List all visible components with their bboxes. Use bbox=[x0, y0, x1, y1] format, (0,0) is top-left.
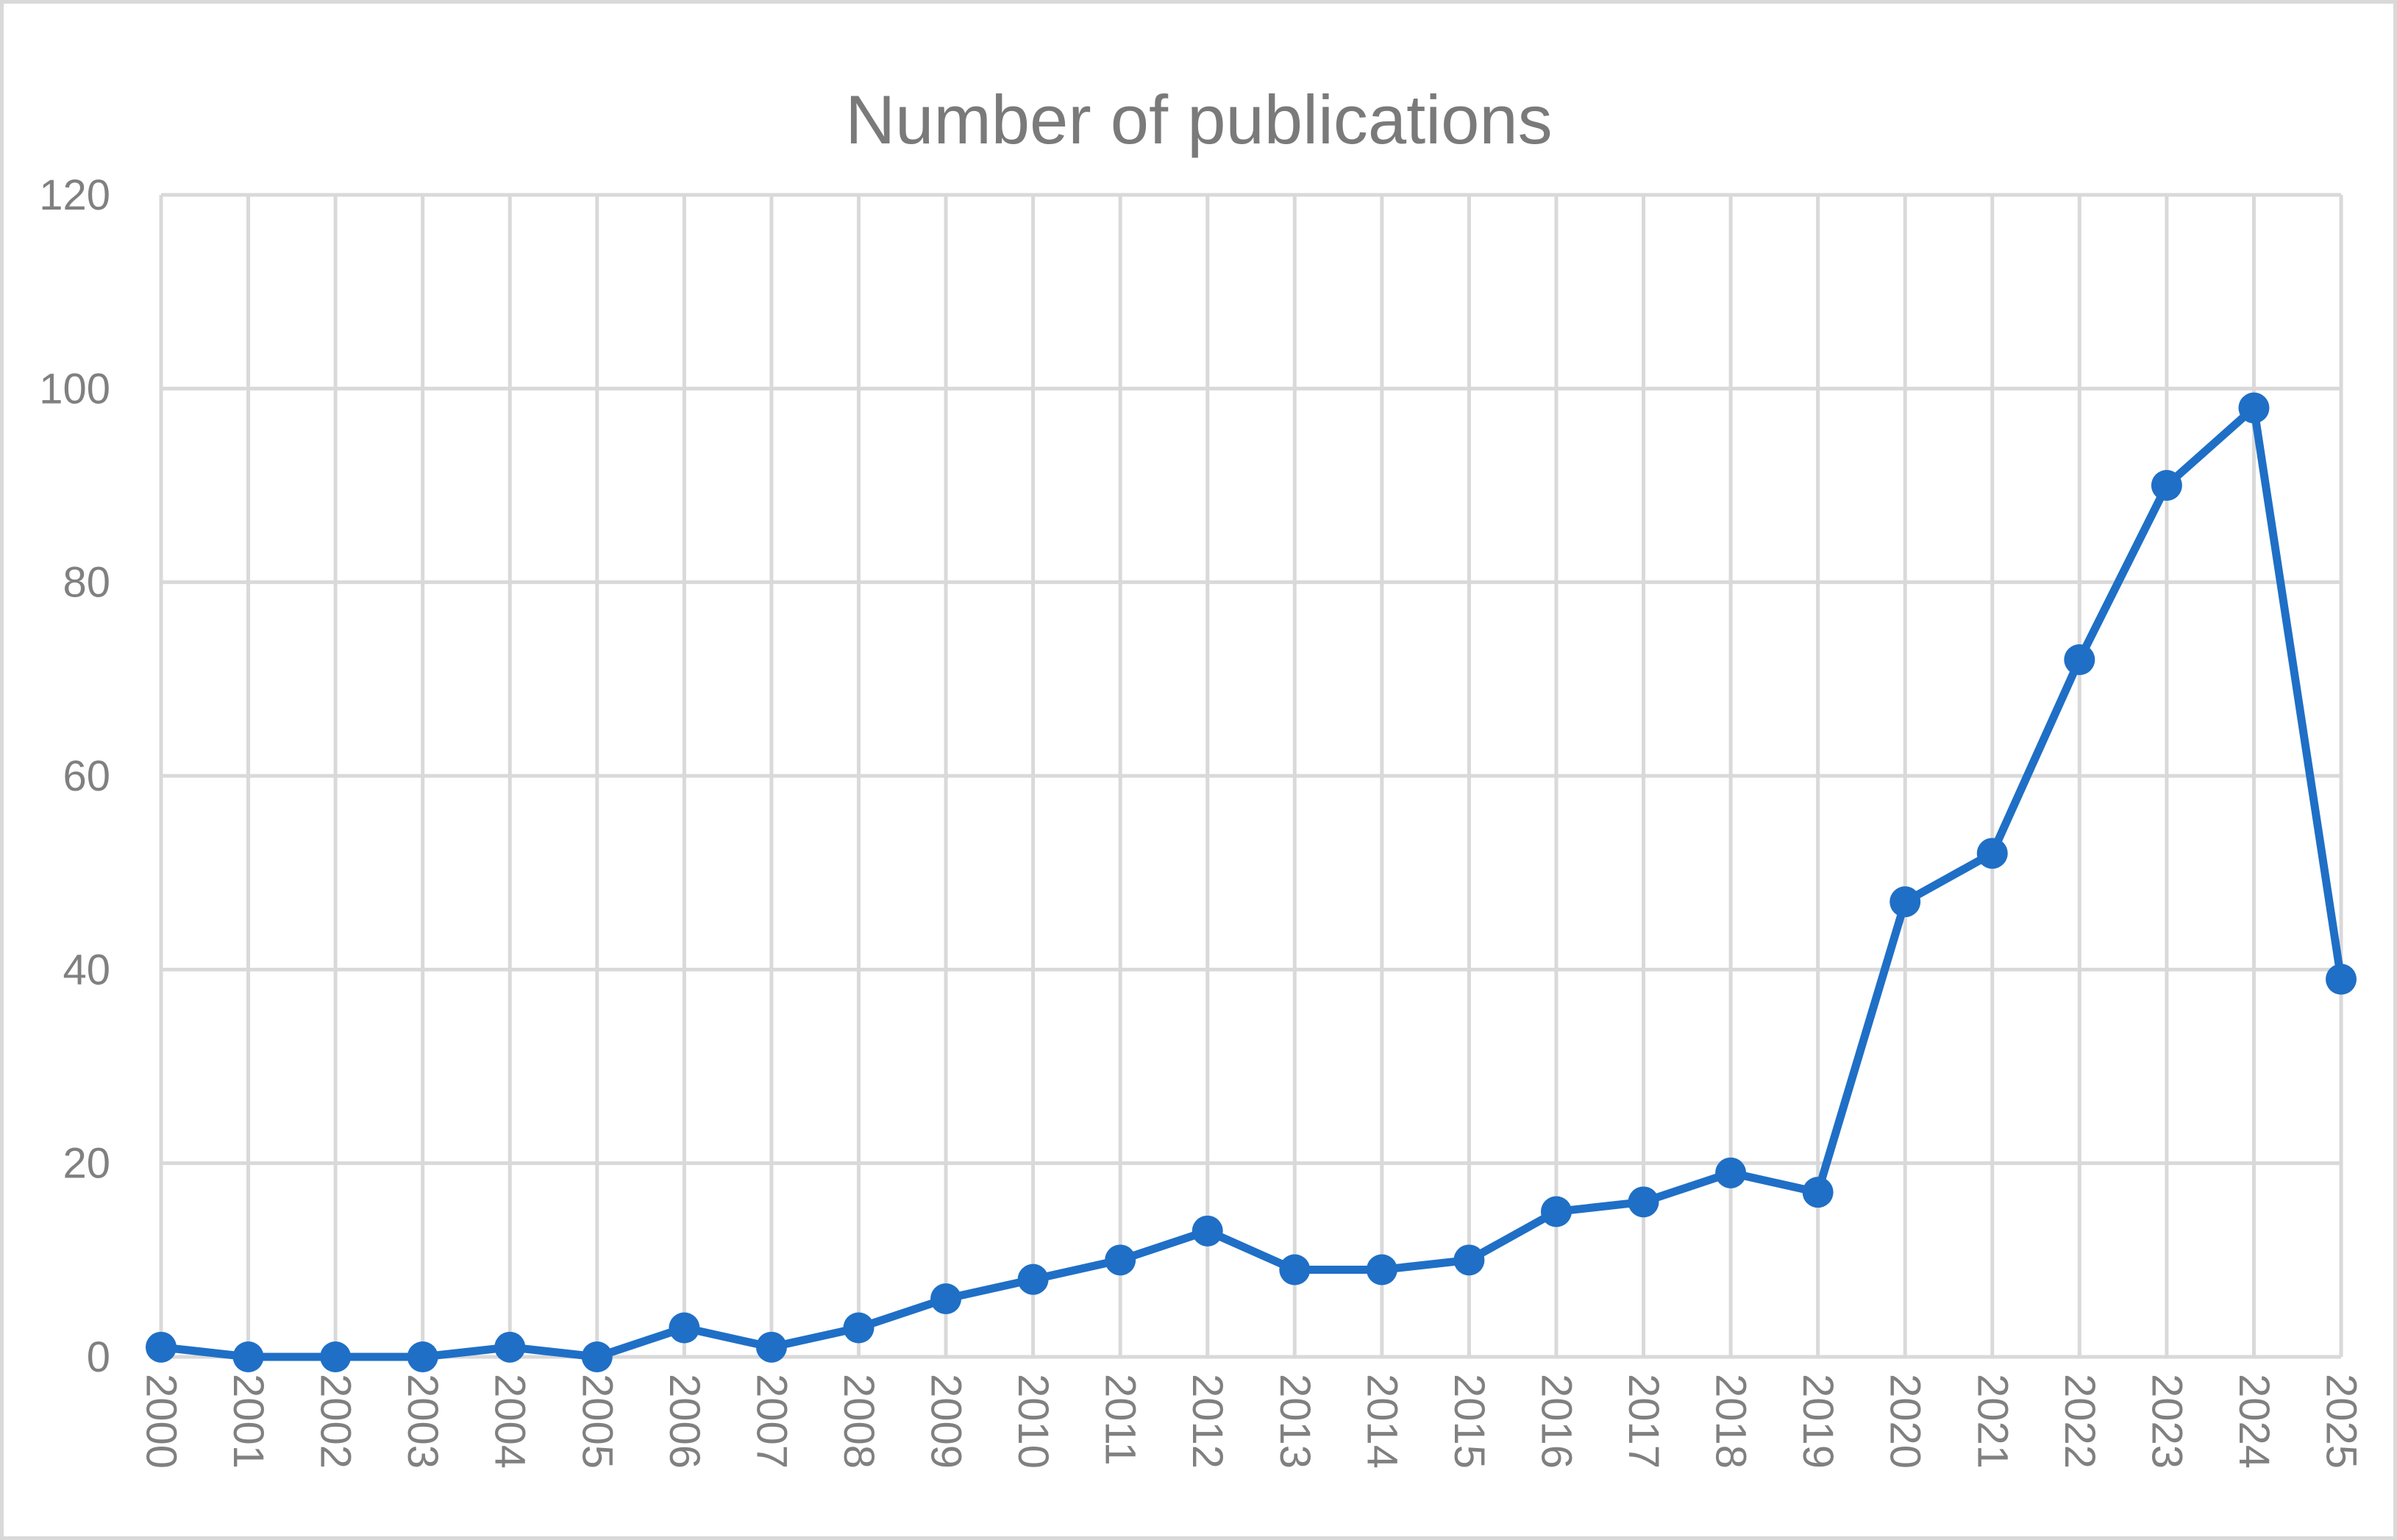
x-tick-label: 2004 bbox=[486, 1374, 534, 1469]
x-tick-label: 2024 bbox=[2230, 1374, 2278, 1469]
x-tick-label: 2016 bbox=[1532, 1374, 1580, 1469]
data-point-2024 bbox=[2238, 392, 2270, 424]
data-point-2011 bbox=[1105, 1244, 1136, 1276]
y-tick-label: 20 bbox=[63, 1140, 110, 1188]
data-point-2001 bbox=[232, 1341, 264, 1372]
x-tick-label: 2017 bbox=[1620, 1374, 1667, 1469]
data-point-2022 bbox=[2064, 644, 2095, 675]
data-point-2002 bbox=[320, 1341, 352, 1372]
data-point-2000 bbox=[146, 1331, 177, 1363]
x-tick-label: 2007 bbox=[747, 1374, 795, 1469]
y-tick-label: 0 bbox=[87, 1333, 110, 1381]
y-tick-label: 120 bbox=[39, 171, 110, 219]
data-point-2007 bbox=[755, 1331, 787, 1363]
x-tick-label: 2003 bbox=[399, 1374, 446, 1469]
data-point-2013 bbox=[1279, 1254, 1311, 1286]
data-point-2005 bbox=[581, 1341, 613, 1372]
data-point-2012 bbox=[1192, 1215, 1223, 1247]
gridlines bbox=[159, 193, 2343, 1359]
data-point-2003 bbox=[407, 1341, 438, 1372]
x-tick-label: 2023 bbox=[2143, 1374, 2190, 1469]
y-tick-label: 40 bbox=[63, 946, 110, 994]
data-point-2019 bbox=[1802, 1177, 1834, 1208]
data-point-2017 bbox=[1628, 1186, 1659, 1218]
data-point-2014 bbox=[1366, 1254, 1397, 1286]
x-axis-ticks: 2000 2001 2002 2003 2004 2005 2006 2007 2008 2009… bbox=[138, 1374, 2365, 1469]
data-point-2008 bbox=[843, 1312, 875, 1344]
x-tick-label: 2022 bbox=[2056, 1374, 2104, 1469]
x-tick-label: 2013 bbox=[1271, 1374, 1319, 1469]
data-point-2025 bbox=[2326, 963, 2357, 995]
x-tick-label: 2001 bbox=[224, 1374, 272, 1469]
x-tick-label: 2009 bbox=[922, 1374, 970, 1469]
y-tick-label: 80 bbox=[63, 559, 110, 607]
x-tick-label: 2020 bbox=[1881, 1374, 1929, 1469]
data-point-2006 bbox=[669, 1312, 700, 1344]
y-tick-label: 60 bbox=[63, 752, 110, 800]
x-tick-label: 2025 bbox=[2318, 1374, 2365, 1469]
data-point-2020 bbox=[1890, 886, 1921, 918]
series-layer bbox=[146, 392, 2357, 1372]
data-point-2021 bbox=[1976, 838, 2008, 869]
x-tick-label: 2012 bbox=[1183, 1374, 1231, 1469]
data-point-2009 bbox=[930, 1283, 962, 1314]
x-tick-label: 2008 bbox=[835, 1374, 883, 1469]
x-tick-label: 2011 bbox=[1097, 1374, 1144, 1466]
data-point-2018 bbox=[1715, 1157, 1747, 1188]
x-tick-label: 2014 bbox=[1358, 1374, 1406, 1469]
series-line bbox=[157, 404, 2346, 1361]
data-point-2016 bbox=[1540, 1196, 1572, 1227]
x-tick-label: 2000 bbox=[138, 1374, 185, 1469]
x-tick-label: 2019 bbox=[1794, 1374, 1842, 1469]
y-tick-label: 100 bbox=[39, 365, 110, 413]
data-point-2004 bbox=[494, 1331, 526, 1363]
x-tick-label: 2005 bbox=[573, 1374, 621, 1469]
data-point-2023 bbox=[2151, 470, 2182, 501]
x-tick-label: 2018 bbox=[1707, 1374, 1755, 1469]
y-axis-ticks: 0 20 40 60 80 100 120 bbox=[39, 171, 110, 1381]
chart-title: Number of publications bbox=[845, 81, 1552, 158]
data-point-2010 bbox=[1017, 1263, 1049, 1295]
x-tick-label: 2021 bbox=[1968, 1374, 2016, 1469]
x-tick-label: 2015 bbox=[1445, 1374, 1493, 1469]
x-tick-label: 2002 bbox=[312, 1374, 360, 1469]
x-tick-label: 2006 bbox=[660, 1374, 708, 1469]
data-point-2015 bbox=[1453, 1244, 1485, 1276]
x-tick-label: 2010 bbox=[1009, 1374, 1057, 1469]
